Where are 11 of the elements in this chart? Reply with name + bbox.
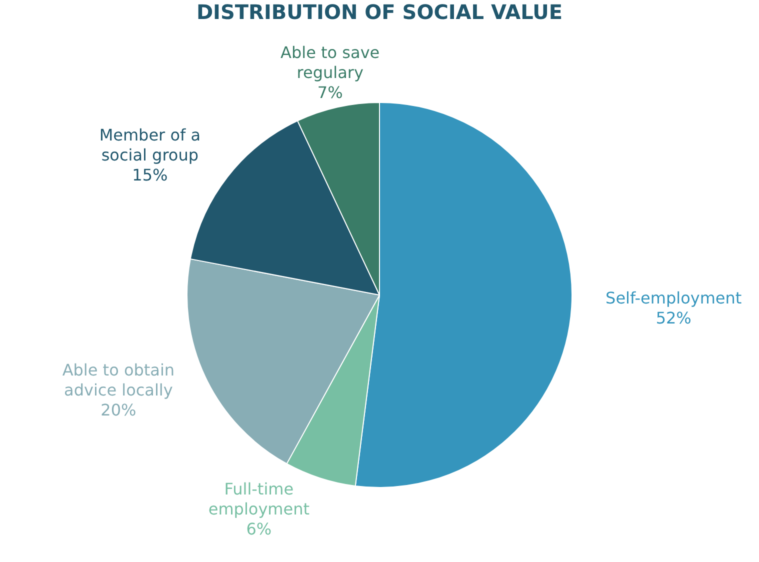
data-label: 15% (132, 165, 168, 184)
data-label: 6% (246, 520, 272, 539)
slice-label: Able to obtain advice locally (62, 360, 175, 400)
slice-label: Able to save regulary (280, 43, 380, 82)
slice-label: Full-time employment (208, 480, 310, 519)
slice-label: Member of a social group (99, 125, 201, 164)
data-label: 20% (100, 400, 136, 420)
slice-label: Self-employment (606, 288, 742, 308)
data-label: 7% (317, 83, 343, 102)
chart-title: DISTRIBUTION OF SOCIAL VALUE (195, 0, 564, 26)
data-label: 52% (656, 308, 692, 328)
